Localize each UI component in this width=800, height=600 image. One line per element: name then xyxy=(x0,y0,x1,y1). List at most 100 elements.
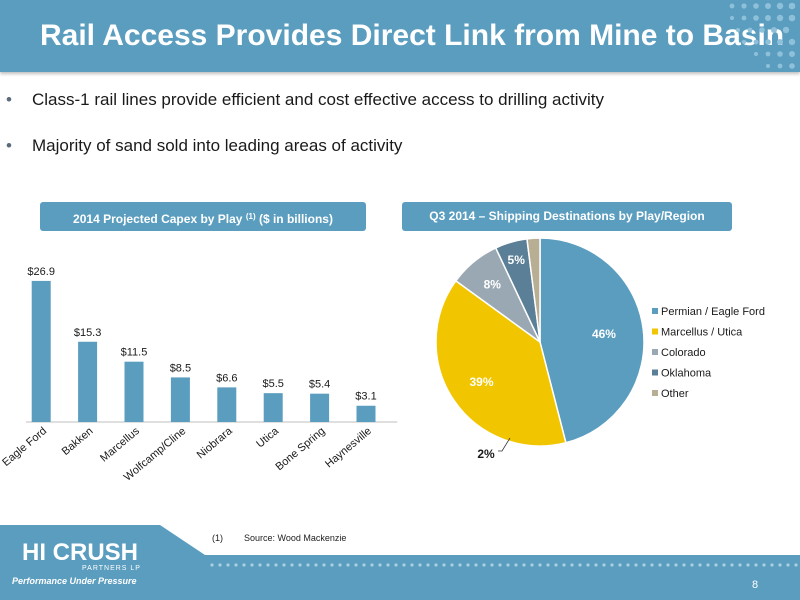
footer-dot xyxy=(226,563,230,567)
pie-percent-label: 46% xyxy=(592,327,616,341)
hi-crush-logo: HI CRUSH PARTNERS LP xyxy=(22,539,140,572)
footer-dot xyxy=(242,563,246,567)
bar-utica xyxy=(263,393,283,422)
footer-dot xyxy=(530,563,534,567)
bar-bone-spring xyxy=(310,393,330,422)
bar-value-label: $8.5 xyxy=(170,362,191,374)
footer-dot xyxy=(362,563,366,567)
category-tick-label: Utica xyxy=(254,425,282,451)
footer-dot xyxy=(482,563,486,567)
bar-wolfcamp-cline xyxy=(170,377,190,422)
footer-dot xyxy=(786,563,790,567)
footer-dot xyxy=(538,563,542,567)
footer-dot xyxy=(666,563,670,567)
bar-value-label: $3.1 xyxy=(355,391,376,403)
footer-dot xyxy=(794,563,798,567)
footer-dot xyxy=(578,563,582,567)
shipping-chart-title: Q3 2014 – Shipping Destinations by Play/… xyxy=(429,209,705,223)
footer-dot xyxy=(562,563,566,567)
footer-dot xyxy=(298,563,302,567)
footer-dot xyxy=(610,563,614,567)
footer-dot xyxy=(306,563,310,567)
footer-dot xyxy=(642,563,646,567)
footer-dot xyxy=(634,563,638,567)
capex-chart-units: ($ in billions) xyxy=(258,212,333,226)
footer-dot xyxy=(330,563,334,567)
bar-value-label: $6.6 xyxy=(216,372,237,384)
bullet-item: • Majority of sand sold into leading area… xyxy=(6,136,402,156)
bullet-mark: • xyxy=(6,90,12,109)
footer-dot xyxy=(234,563,238,567)
footer-dot xyxy=(210,563,214,567)
capex-bar-chart: $26.9 Eagle Ford $15.3 Bakken $11.5 Marcellus… xyxy=(0,266,398,484)
legend-swatch xyxy=(652,349,658,355)
pie-percent-label: 5% xyxy=(508,253,526,267)
legend-label: Oklahoma xyxy=(661,368,712,380)
bullet-mark: • xyxy=(6,136,12,155)
footer-dot xyxy=(706,563,710,567)
capex-chart-title: 2014 Projected Capex by Play xyxy=(73,212,243,226)
bar-value-label: $26.9 xyxy=(27,266,55,278)
bullet-text: Class-1 rail lines provide efficient and… xyxy=(32,90,604,109)
footer-dot xyxy=(522,563,526,567)
footer-dot xyxy=(554,563,558,567)
pie-slice-other xyxy=(526,237,541,343)
footer-dot xyxy=(418,563,422,567)
bar-haynesville xyxy=(356,405,376,422)
footer-band xyxy=(0,525,800,600)
footer-dot xyxy=(514,563,518,567)
capex-footnote-marker: (1) xyxy=(245,212,256,221)
footer-dot xyxy=(754,563,758,567)
footer-dot xyxy=(426,563,430,567)
shipping-pie-chart: 46% 39% 8% 5% 2% Permian / Eagle Ford Marcellu… xyxy=(435,237,765,461)
pie-percent-label: 2% xyxy=(477,447,495,461)
category-tick-label: Haynesville xyxy=(323,425,374,470)
footer-dot xyxy=(570,563,574,567)
footer-dot xyxy=(258,563,262,567)
footer-dot xyxy=(466,563,470,567)
footer-dot xyxy=(770,563,774,567)
legend-swatch xyxy=(652,328,658,335)
bar-bakken xyxy=(78,341,98,422)
bar-value-label: $5.5 xyxy=(262,378,283,390)
footer-dot xyxy=(402,563,406,567)
capex-chart-header: 2014 Projected Capex by Play (1) ($ in b… xyxy=(40,202,366,231)
bar-eagle-ford xyxy=(31,280,51,422)
footer-dot xyxy=(626,563,630,567)
footer-dot xyxy=(490,563,494,567)
footer-dot xyxy=(322,563,326,567)
footer-dot xyxy=(394,563,398,567)
footer-dot xyxy=(338,563,342,567)
footer-dot xyxy=(314,563,318,567)
footer-dot xyxy=(450,563,454,567)
category-tick-label: Eagle Ford xyxy=(0,425,49,469)
slide-title: Rail Access Provides Direct Link from Mi… xyxy=(40,19,785,52)
footer-dot xyxy=(738,563,742,567)
footer-dot xyxy=(674,563,678,567)
footer-dot xyxy=(618,563,622,567)
footer-dot xyxy=(250,563,254,567)
footnote-number: (1) xyxy=(212,533,223,543)
footer-dot xyxy=(594,563,598,567)
footer-dot xyxy=(346,563,350,567)
bullet-text: Majority of sand sold into leading areas… xyxy=(32,136,403,155)
bar-value-label: $11.5 xyxy=(121,347,148,359)
footer-dot xyxy=(682,563,686,567)
legend-swatch xyxy=(652,308,658,314)
footer-dot xyxy=(410,563,414,567)
footer-dot xyxy=(602,563,606,567)
category-tick-label: Bakken xyxy=(60,425,96,458)
bar-niobrara xyxy=(217,387,237,422)
slide-header: Rail Access Provides Direct Link from Mi… xyxy=(0,0,800,72)
footer-dot xyxy=(266,563,270,567)
legend-label: Colorado xyxy=(661,347,706,359)
category-tick-label: Bone Spring xyxy=(273,425,327,473)
logo-text: HI CRUSH xyxy=(22,539,138,566)
footer-dot xyxy=(714,563,718,567)
footer-dot xyxy=(274,563,278,567)
footer-dot xyxy=(498,563,502,567)
footer-dot xyxy=(282,563,286,567)
footer-dot xyxy=(386,563,390,567)
footnote: (1) Source: Wood Mackenzie xyxy=(212,533,346,543)
footnote-text: Source: Wood Mackenzie xyxy=(244,533,347,543)
